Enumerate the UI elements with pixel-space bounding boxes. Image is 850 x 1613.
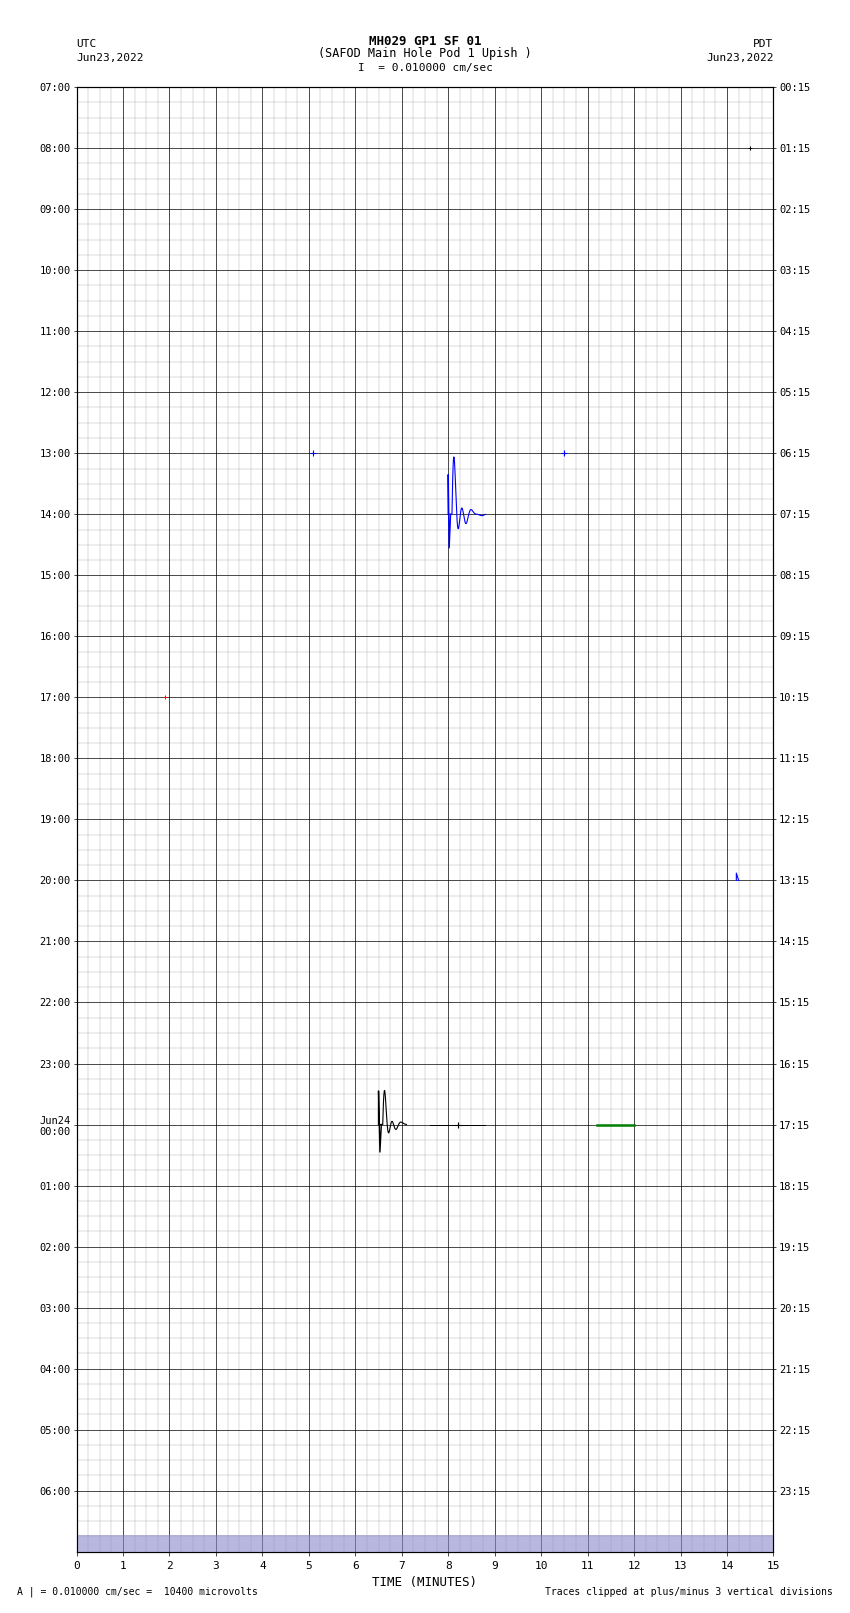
Text: PDT: PDT xyxy=(753,39,774,50)
X-axis label: TIME (MINUTES): TIME (MINUTES) xyxy=(372,1576,478,1589)
Bar xyxy=(76,1534,774,1552)
Text: Jun23,2022: Jun23,2022 xyxy=(706,53,774,63)
Text: A | = 0.010000 cm/sec =  10400 microvolts: A | = 0.010000 cm/sec = 10400 microvolts xyxy=(17,1586,258,1597)
Text: Traces clipped at plus/minus 3 vertical divisions: Traces clipped at plus/minus 3 vertical … xyxy=(545,1587,833,1597)
Text: MH029 GP1 SF 01: MH029 GP1 SF 01 xyxy=(369,34,481,47)
Text: UTC: UTC xyxy=(76,39,97,50)
Text: I  = 0.010000 cm/sec: I = 0.010000 cm/sec xyxy=(358,63,492,73)
Text: Jun23,2022: Jun23,2022 xyxy=(76,53,144,63)
Text: (SAFOD Main Hole Pod 1 Upish ): (SAFOD Main Hole Pod 1 Upish ) xyxy=(318,47,532,60)
